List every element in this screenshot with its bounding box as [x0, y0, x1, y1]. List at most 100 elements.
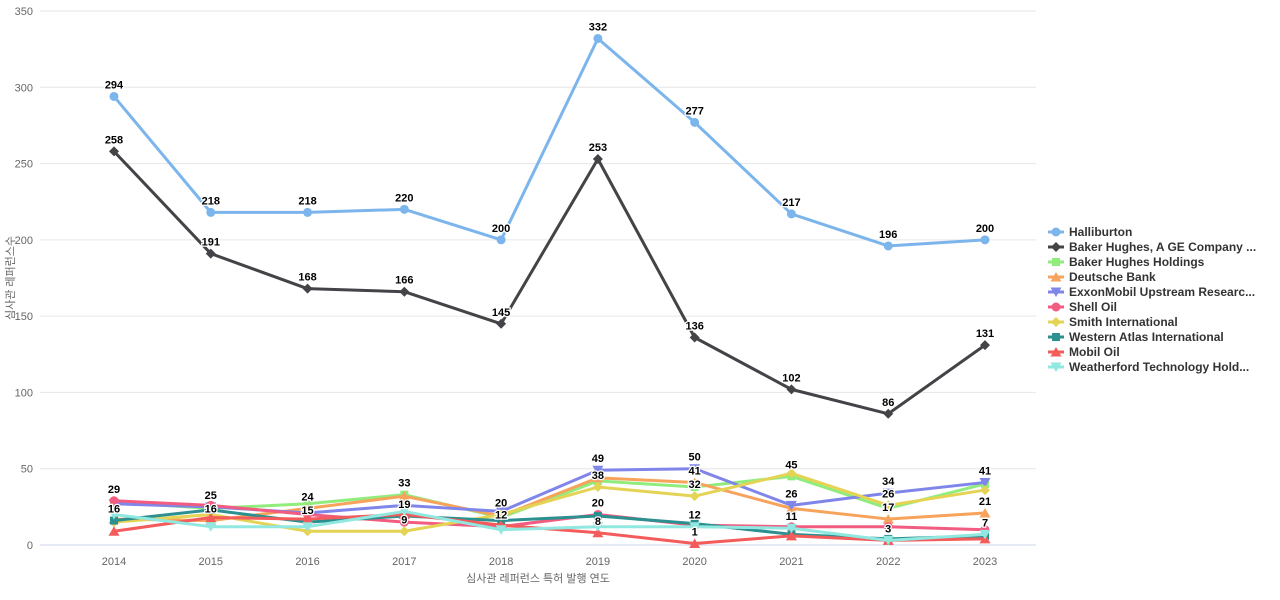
data-label: 191: [202, 237, 220, 249]
triangle-marker-icon[interactable]: [1050, 346, 1062, 357]
triangle-down-marker-icon[interactable]: [592, 465, 604, 476]
diamond-marker-icon[interactable]: [786, 468, 797, 479]
triangle-marker-icon[interactable]: [592, 472, 604, 483]
triangle-down-marker-icon[interactable]: [302, 522, 314, 532]
circle-marker-icon[interactable]: [593, 33, 603, 43]
square-marker-icon[interactable]: [110, 516, 118, 525]
triangle-marker-icon[interactable]: [979, 507, 991, 518]
diamond-marker-icon[interactable]: [399, 286, 410, 297]
square-marker-icon[interactable]: [1052, 257, 1060, 266]
legend-marker-icon: [1048, 241, 1064, 252]
legend-item-baker-hughes-a-ge-company[interactable]: Baker Hughes, A GE Company ...: [1048, 239, 1256, 254]
legend-item-shell-oil[interactable]: Shell Oil: [1048, 299, 1256, 314]
circle-marker-icon[interactable]: [109, 91, 119, 101]
circle-marker-icon[interactable]: [399, 204, 409, 214]
circle-marker-icon[interactable]: [690, 117, 700, 127]
series-line: [112, 149, 987, 416]
triangle-down-marker-icon[interactable]: [785, 500, 797, 511]
triangle-down-marker-icon[interactable]: [205, 522, 217, 532]
legend-marker-icon: [1048, 257, 1064, 266]
legend-item-western-atlas-international[interactable]: Western Atlas International: [1048, 329, 1256, 344]
data-label: 17: [882, 502, 894, 514]
circle-marker-icon[interactable]: [496, 235, 506, 245]
legend-item-deutsche-bank[interactable]: Deutsche Bank: [1048, 269, 1256, 284]
y-tick-label: 150: [15, 311, 33, 323]
diamond-marker-icon[interactable]: [109, 146, 119, 157]
data-label: 38: [592, 470, 604, 482]
data-label: 20: [495, 497, 507, 509]
triangle-down-marker-icon[interactable]: [1050, 287, 1062, 297]
diamond-marker-icon[interactable]: [980, 485, 990, 496]
data-label: 166: [395, 275, 413, 287]
triangle-down-marker-icon[interactable]: [882, 535, 894, 546]
triangle-marker-icon[interactable]: [302, 514, 314, 524]
square-marker-icon[interactable]: [690, 483, 699, 492]
y-tick-label: 50: [21, 464, 33, 476]
triangle-marker-icon[interactable]: [398, 491, 410, 501]
triangle-marker-icon[interactable]: [689, 538, 701, 548]
diamond-marker-icon[interactable]: [399, 526, 410, 537]
y-axis-title: 심사관 레퍼런스수: [4, 236, 17, 320]
triangle-marker-icon[interactable]: [592, 527, 604, 538]
triangle-marker-icon[interactable]: [205, 512, 217, 523]
triangle-down-marker-icon[interactable]: [398, 500, 410, 511]
triangle-marker-icon[interactable]: [785, 530, 797, 541]
circle-marker-icon[interactable]: [206, 207, 216, 217]
circle-marker-icon[interactable]: [1051, 227, 1061, 236]
diamond-marker-icon[interactable]: [883, 408, 894, 419]
square-marker-icon[interactable]: [593, 512, 602, 521]
triangle-down-marker-icon[interactable]: [689, 522, 701, 532]
diamond-marker-icon[interactable]: [786, 384, 797, 395]
data-label: 26: [882, 488, 894, 500]
legend-item-weatherford-technology-hold[interactable]: Weatherford Technology Hold...: [1048, 359, 1256, 374]
diamond-marker-icon[interactable]: [592, 153, 603, 164]
diamond-marker-icon[interactable]: [689, 332, 700, 343]
triangle-down-marker-icon[interactable]: [882, 488, 894, 499]
legend-item-halliburton[interactable]: Halliburton: [1048, 224, 1256, 239]
diamond-marker-icon[interactable]: [1051, 241, 1061, 252]
diamond-marker-icon[interactable]: [592, 482, 603, 493]
diamond-marker-icon[interactable]: [496, 318, 507, 329]
diamond-marker-icon[interactable]: [980, 340, 990, 351]
legend-item-mobil-oil[interactable]: Mobil Oil: [1048, 344, 1256, 359]
triangle-down-marker-icon[interactable]: [108, 509, 120, 520]
diamond-marker-icon[interactable]: [689, 491, 700, 502]
data-label: 168: [298, 272, 316, 284]
data-label: 294: [105, 79, 124, 91]
circle-marker-icon[interactable]: [1051, 302, 1061, 311]
diamond-marker-icon[interactable]: [883, 500, 894, 511]
legend-marker-icon: [1048, 227, 1064, 236]
circle-marker-icon[interactable]: [883, 241, 893, 251]
triangle-down-marker-icon[interactable]: [495, 525, 507, 535]
circle-marker-icon[interactable]: [883, 522, 893, 532]
diamond-marker-icon[interactable]: [302, 283, 313, 294]
circle-marker-icon[interactable]: [109, 496, 119, 506]
circle-marker-icon[interactable]: [786, 209, 796, 219]
data-label: 253: [589, 142, 607, 154]
x-tick-label: 2017: [392, 556, 416, 568]
legend-item-smith-international[interactable]: Smith International: [1048, 314, 1256, 329]
x-tick-label: 2021: [779, 556, 803, 568]
triangle-marker-icon[interactable]: [689, 477, 701, 487]
triangle-down-marker-icon[interactable]: [689, 464, 701, 474]
legend-item-baker-hughes-holdings[interactable]: Baker Hughes Holdings: [1048, 254, 1256, 269]
diamond-marker-icon[interactable]: [1051, 316, 1061, 327]
triangle-down-marker-icon[interactable]: [398, 506, 410, 517]
triangle-down-marker-icon[interactable]: [592, 522, 604, 532]
triangle-marker-icon[interactable]: [108, 526, 120, 536]
triangle-down-marker-icon[interactable]: [1050, 362, 1062, 372]
legend-item-exxonmobil-upstream-researc[interactable]: ExxonMobil Upstream Researc...: [1048, 284, 1256, 299]
square-marker-icon[interactable]: [1052, 332, 1060, 341]
triangle-marker-icon[interactable]: [1050, 271, 1062, 282]
triangle-down-marker-icon[interactable]: [979, 477, 991, 488]
data-label: 41: [979, 465, 991, 477]
triangle-marker-icon[interactable]: [882, 514, 894, 524]
triangle-down-marker-icon[interactable]: [785, 523, 797, 534]
circle-marker-icon[interactable]: [303, 207, 313, 217]
triangle-down-marker-icon[interactable]: [979, 529, 991, 540]
legend-marker-icon: [1048, 271, 1064, 282]
legend-marker-icon: [1048, 302, 1064, 311]
diamond-marker-icon[interactable]: [205, 248, 216, 259]
square-marker-icon[interactable]: [206, 505, 215, 514]
circle-marker-icon[interactable]: [980, 235, 990, 245]
